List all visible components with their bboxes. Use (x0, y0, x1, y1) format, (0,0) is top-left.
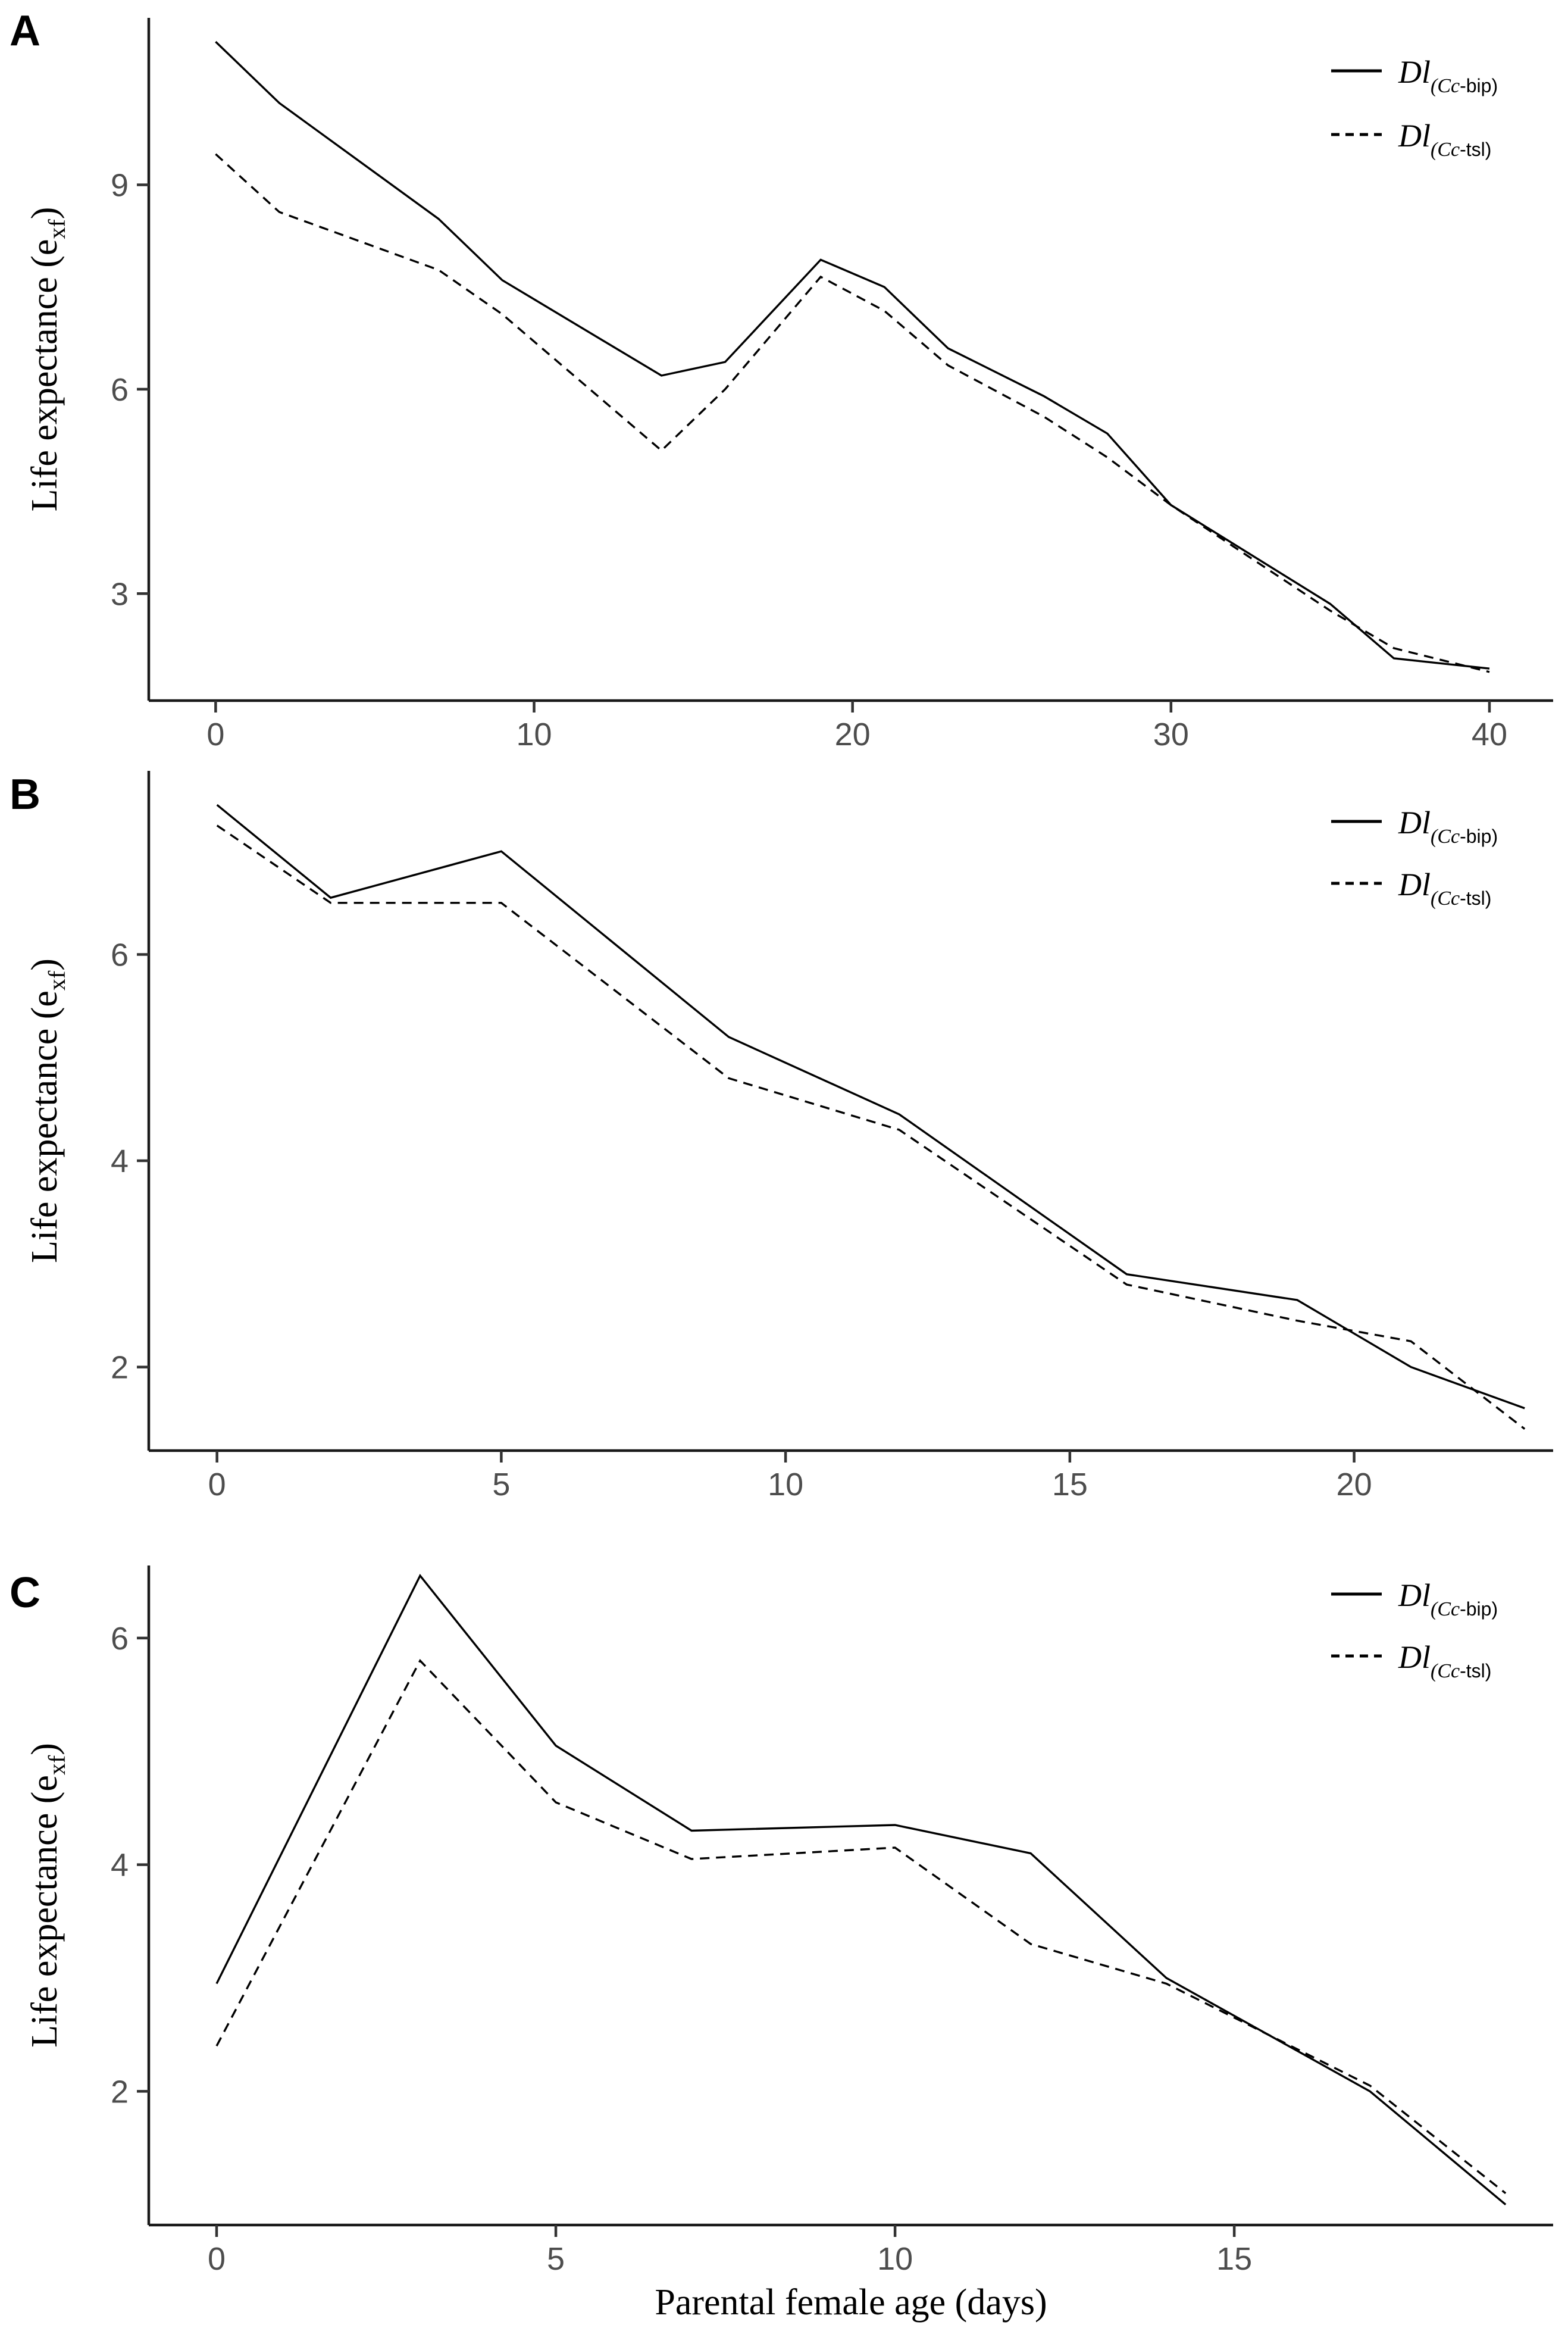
series-line-solid (215, 40, 1490, 670)
x-tick-label: 15 (1216, 2241, 1252, 2277)
panel-letter: C (10, 1569, 40, 1617)
panel-b-chart: 0 5 10 15 20 2 4 6 Dl(Cc-bip) Dl(Cc-tsl) B Life exp… (10, 771, 1553, 1502)
x-tick-label: 0 (208, 1467, 226, 1502)
series-line-dashed (216, 824, 1526, 1430)
x-axis-title: Parental female age (days) (655, 2282, 1047, 2323)
y-tick-label: 6 (111, 372, 129, 408)
legend-label: Dl(Cc-bip) (1398, 54, 1498, 97)
x-tick-label: 0 (206, 717, 224, 752)
y-tick-label: 6 (111, 937, 129, 973)
y-axis-title: Life expectance (exf) (24, 207, 70, 512)
x-tick-label: 20 (1337, 1467, 1372, 1502)
legend-label: Dl(Cc-tsl) (1398, 867, 1491, 910)
x-tick-label: 30 (1153, 717, 1189, 752)
panel-b: 0 5 10 15 20 2 4 6 Dl(Cc-bip) Dl(Cc-tsl) B Life exp… (0, 770, 1568, 1548)
x-tick-label: 5 (492, 1467, 510, 1502)
y-tick-label: 9 (111, 167, 129, 203)
series-line-solid (216, 804, 1525, 1410)
y-tick-label: 4 (111, 1848, 129, 1883)
panel-c-chart: 0 5 10 15 2 4 6 Dl(Cc-bip) Dl(Cc-tsl) C Life expec… (10, 1565, 1553, 2323)
y-tick-label: 2 (111, 1350, 129, 1386)
panel-c: 0 5 10 15 2 4 6 Dl(Cc-bip) Dl(Cc-tsl) C Life expec… (0, 1548, 1568, 2328)
series-line-dashed (215, 153, 1490, 673)
x-tick-label: 40 (1472, 717, 1507, 752)
legend-label: Dl(Cc-bip) (1398, 1577, 1498, 1620)
panel-a-chart: 0 10 20 30 40 3 6 9 Dl(Cc-bip) Dl(Cc-tsl) A Life ex… (10, 7, 1553, 752)
legend-label: Dl(Cc-bip) (1398, 805, 1498, 848)
y-tick-label: 4 (111, 1143, 129, 1179)
y-tick-label: 6 (111, 1621, 129, 1657)
series-line-solid (215, 1573, 1507, 2206)
series-line-dashed (215, 1659, 1507, 2195)
x-tick-label: 15 (1052, 1467, 1088, 1502)
y-tick-label: 3 (111, 576, 129, 612)
y-axis-title: Life expectance (exf) (24, 1743, 70, 2048)
panel-letter: B (10, 771, 40, 818)
legend-label: Dl(Cc-tsl) (1398, 1639, 1491, 1682)
y-tick-label: 2 (111, 2074, 129, 2110)
x-tick-label: 5 (547, 2241, 565, 2277)
x-tick-label: 10 (877, 2241, 913, 2277)
panel-a: 0 10 20 30 40 3 6 9 Dl(Cc-bip) Dl(Cc-tsl) A Life ex… (0, 0, 1568, 770)
x-tick-label: 0 (208, 2241, 226, 2277)
x-tick-label: 10 (768, 1467, 803, 1502)
panel-letter: A (10, 7, 40, 55)
y-axis-title: Life expectance (exf) (24, 958, 70, 1263)
legend-label: Dl(Cc-tsl) (1398, 118, 1491, 161)
x-tick-label: 20 (835, 717, 871, 752)
x-tick-label: 10 (516, 717, 552, 752)
